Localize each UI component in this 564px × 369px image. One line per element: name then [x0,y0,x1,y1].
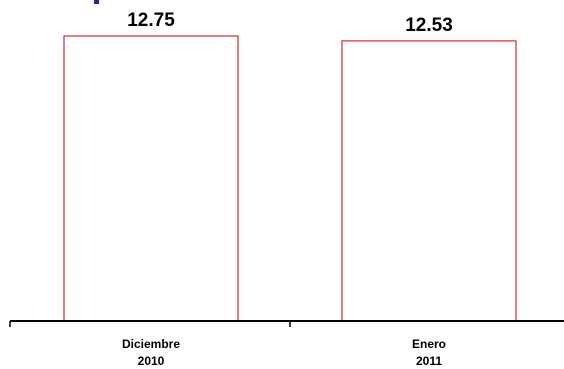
category-labels-group: Diciembre 2010 Enero 2011 [122,337,446,368]
category-tick-label: Enero [412,337,446,351]
title-fragment [94,0,99,4]
category-tick-label: 2011 [416,354,442,368]
category-tick-label: 2010 [138,354,165,368]
value-labels-group: 12.75 12.53 [127,10,453,36]
category-tick-label: Diciembre [122,337,180,351]
bar [341,40,517,322]
data-label: 12.53 [405,15,453,36]
bar [63,35,239,322]
bars-group [63,35,517,322]
data-label: 12.75 [127,10,175,31]
